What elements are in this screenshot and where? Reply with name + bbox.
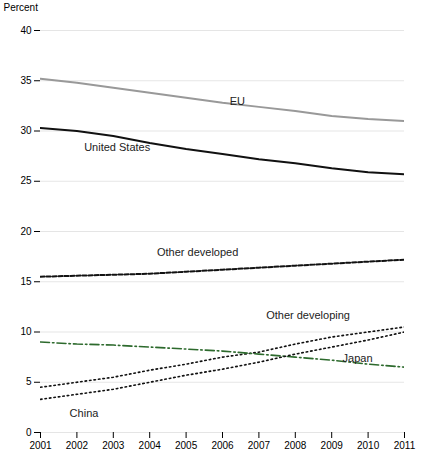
svg-text:25: 25 [20, 175, 32, 186]
svg-text:10: 10 [20, 326, 32, 337]
svg-text:2002: 2002 [66, 440, 89, 451]
svg-text:United States: United States [84, 141, 151, 153]
svg-text:Other developed: Other developed [157, 246, 238, 258]
svg-text:2006: 2006 [211, 440, 234, 451]
svg-text:5: 5 [26, 376, 32, 387]
svg-text:Japan: Japan [343, 352, 373, 364]
svg-text:20: 20 [20, 226, 32, 237]
svg-text:2004: 2004 [139, 440, 162, 451]
svg-text:Percent: Percent [4, 2, 39, 13]
svg-text:2003: 2003 [102, 440, 125, 451]
svg-text:Other developing: Other developing [266, 309, 350, 321]
svg-text:2008: 2008 [284, 440, 307, 451]
svg-text:2010: 2010 [357, 440, 380, 451]
svg-text:2009: 2009 [321, 440, 344, 451]
svg-text:2005: 2005 [175, 440, 198, 451]
svg-text:China: China [70, 407, 100, 419]
svg-text:35: 35 [20, 75, 32, 86]
svg-text:2011: 2011 [394, 440, 416, 451]
svg-text:40: 40 [20, 25, 32, 36]
svg-text:EU: EU [230, 95, 245, 107]
svg-text:15: 15 [20, 276, 32, 287]
svg-text:2007: 2007 [248, 440, 271, 451]
svg-text:2001: 2001 [29, 440, 52, 451]
svg-text:0: 0 [26, 427, 32, 438]
svg-text:30: 30 [20, 125, 32, 136]
